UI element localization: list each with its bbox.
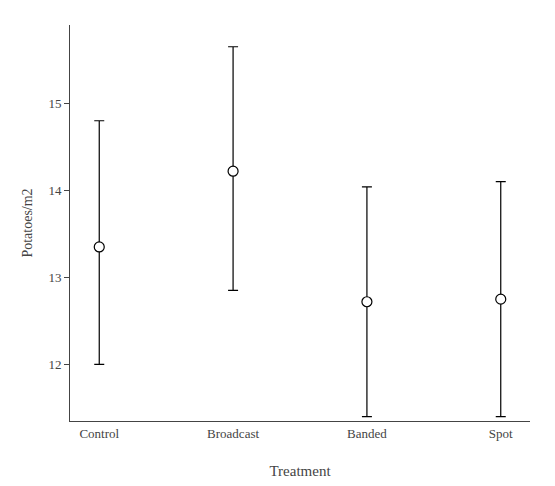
svg-text:Treatment: Treatment bbox=[269, 463, 331, 479]
svg-text:Potatoes/m2: Potatoes/m2 bbox=[20, 188, 35, 257]
svg-text:15: 15 bbox=[48, 96, 61, 111]
svg-text:Control: Control bbox=[79, 426, 119, 441]
svg-text:13: 13 bbox=[48, 270, 61, 285]
svg-text:12: 12 bbox=[48, 357, 61, 372]
svg-text:Spot: Spot bbox=[489, 426, 513, 441]
svg-text:Banded: Banded bbox=[347, 426, 387, 441]
svg-text:Broadcast: Broadcast bbox=[207, 426, 259, 441]
svg-text:14: 14 bbox=[48, 183, 62, 198]
